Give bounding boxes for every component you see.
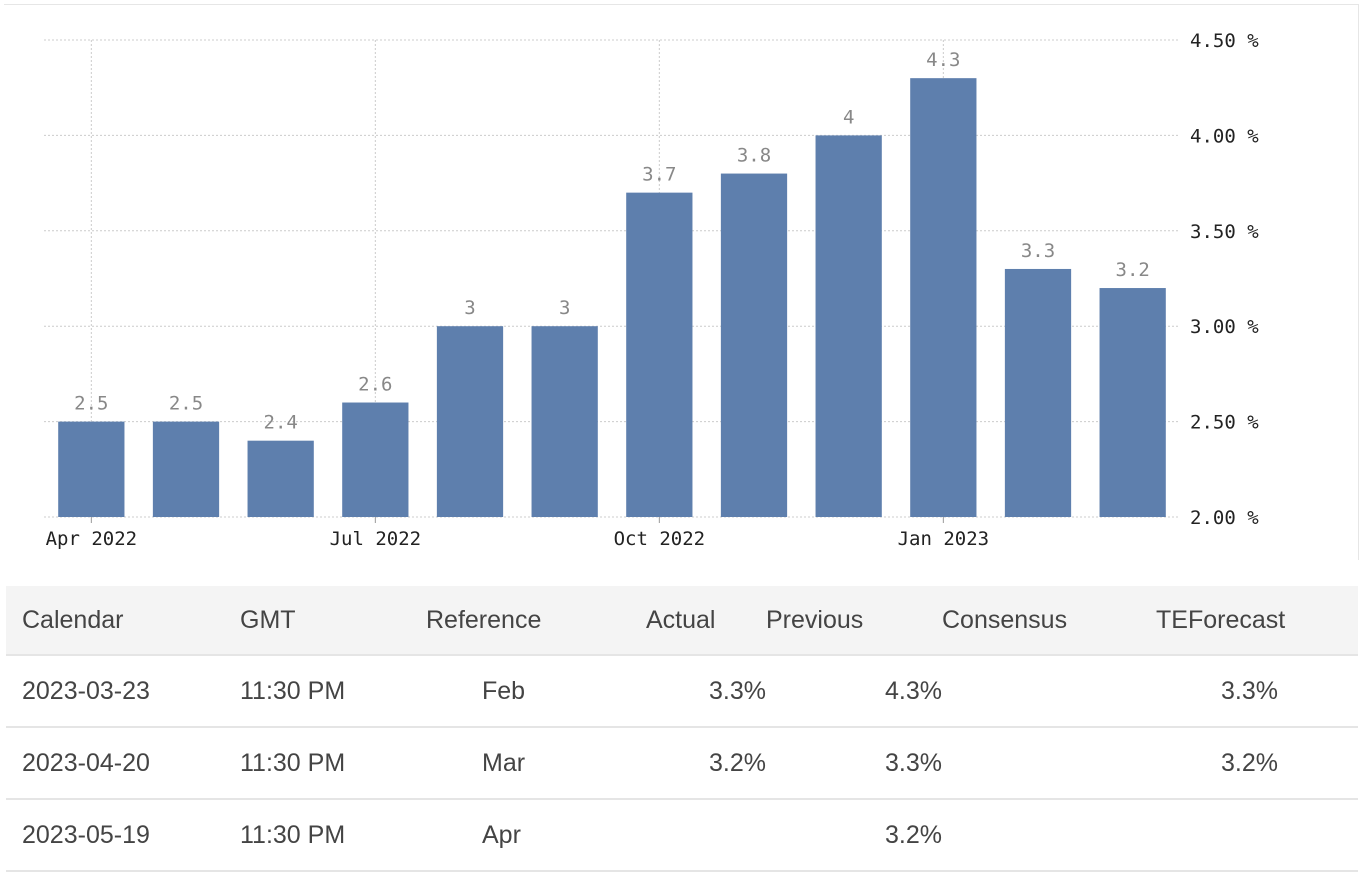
- cell-actual: [646, 798, 766, 872]
- table-row: 2023-05-19 11:30 PM Apr 3.2%: [6, 798, 1358, 872]
- data-label: 3.3: [1021, 240, 1055, 262]
- cell-consensus: [942, 726, 1156, 799]
- header-teforecast[interactable]: TEForecast: [1156, 605, 1286, 634]
- cell-reference: Mar: [426, 726, 646, 799]
- cell-actual: 3.3%: [646, 654, 766, 727]
- bar: [626, 192, 693, 517]
- cell-reference: Feb: [426, 654, 646, 727]
- x-tick-label: Jan 2023: [898, 528, 990, 550]
- data-label: 2.5: [169, 393, 203, 415]
- bar: [910, 78, 977, 517]
- header-reference[interactable]: Reference: [426, 605, 542, 634]
- data-label: 2.6: [358, 374, 392, 396]
- table-row: 2023-04-20 11:30 PM Mar 3.2% 3.3% 3.2%: [6, 726, 1358, 799]
- cell-gmt: 11:30 PM: [240, 726, 426, 799]
- y-tick-label: 4.50 %: [1190, 30, 1259, 52]
- y-tick-label: 2.50 %: [1190, 412, 1259, 434]
- x-tick-label: Jul 2022: [330, 528, 422, 550]
- data-label: 3: [464, 297, 475, 319]
- data-label: 2.4: [264, 412, 298, 434]
- cell-actual: 3.2%: [646, 726, 766, 799]
- bar: [58, 421, 125, 517]
- bar: [1004, 268, 1072, 517]
- cell-calendar: 2023-05-19: [6, 798, 240, 872]
- data-label: 2.5: [74, 393, 108, 415]
- data-label: 3.2: [1116, 259, 1150, 281]
- bar: [152, 421, 220, 517]
- cell-teforecast: 3.3%: [1156, 654, 1358, 727]
- cell-calendar: 2023-03-23: [6, 654, 240, 727]
- chart-frame: [4, 4, 1359, 560]
- header-consensus[interactable]: Consensus: [942, 605, 1068, 634]
- cell-gmt: 11:30 PM: [240, 798, 426, 872]
- data-label: 3.7: [642, 164, 676, 186]
- cell-consensus: [942, 798, 1156, 872]
- cell-gmt: 11:30 PM: [240, 654, 426, 727]
- data-label: 3.8: [737, 145, 771, 167]
- bar: [247, 440, 314, 517]
- table-row: 2023-03-23 11:30 PM Feb 3.3% 4.3% 3.3%: [6, 654, 1358, 727]
- cell-teforecast: 3.2%: [1156, 726, 1358, 799]
- bar: [531, 326, 598, 517]
- bar: [1099, 288, 1166, 517]
- header-previous[interactable]: Previous: [766, 605, 864, 634]
- data-label: 4.3: [926, 49, 960, 71]
- x-tick-label: Apr 2022: [46, 528, 138, 550]
- y-tick-label: 4.00 %: [1190, 125, 1259, 147]
- y-tick-label: 3.00 %: [1190, 316, 1259, 338]
- calendar-table: Calendar GMT Reference Actual Previous C…: [6, 586, 1358, 872]
- bar: [342, 402, 409, 517]
- bar: [815, 135, 882, 517]
- y-tick-label: 2.00 %: [1190, 507, 1259, 529]
- cell-previous: 3.3%: [766, 726, 942, 799]
- cell-reference: Apr: [426, 798, 646, 872]
- cell-consensus: [942, 654, 1156, 727]
- bar: [720, 173, 788, 517]
- calendar-header-row: Calendar GMT Reference Actual Previous C…: [6, 586, 1358, 655]
- cell-teforecast: [1156, 798, 1358, 872]
- header-calendar[interactable]: Calendar: [22, 605, 124, 634]
- cell-previous: 4.3%: [766, 654, 942, 727]
- data-label: 4: [843, 106, 854, 128]
- header-gmt[interactable]: GMT: [240, 605, 296, 634]
- cell-previous: 3.2%: [766, 798, 942, 872]
- data-label: 3: [559, 297, 570, 319]
- bar-chart: 2.00 % 2.50 % 3.00 % 3.50 % 4.00 % 4.50 % Apr …: [44, 30, 1259, 550]
- y-tick-label: 3.50 %: [1190, 221, 1259, 243]
- cell-calendar: 2023-04-20: [6, 726, 240, 799]
- bar: [436, 326, 504, 517]
- x-tick-label: Oct 2022: [614, 528, 706, 550]
- header-actual[interactable]: Actual: [646, 605, 716, 634]
